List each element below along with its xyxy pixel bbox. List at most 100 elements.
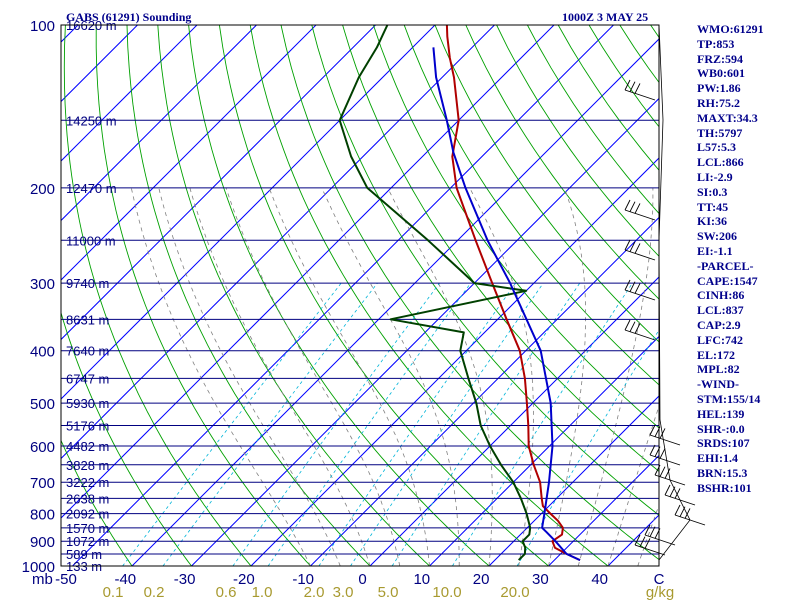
pressure-tick-label: 900 xyxy=(30,534,55,551)
side-panel-row: KI:36 xyxy=(697,214,727,229)
side-panel-row: SW:206 xyxy=(697,229,738,244)
grid-layer xyxy=(0,25,659,566)
height-label: 3222 m xyxy=(66,475,109,490)
mixing-ratio-label: 0.2 xyxy=(144,584,165,600)
mixing-ratio-label: g/kg xyxy=(646,584,674,600)
mixing-ratio-label: 0.6 xyxy=(216,584,237,600)
side-panel-row: CAPE:1547 xyxy=(697,273,758,288)
side-panel-row: LFC:742 xyxy=(697,332,743,347)
side-panel-row: WB0:601 xyxy=(697,66,745,81)
chart-time: 1000Z 3 MAY 25 xyxy=(562,10,649,24)
moist-adiabat-line xyxy=(637,503,659,566)
wind-barb xyxy=(664,484,696,506)
side-panel-row: WMO:61291 xyxy=(697,22,764,36)
mixing-ratio-label: 10.0 xyxy=(432,584,461,600)
moist-adiabat-line xyxy=(268,187,430,566)
isotherm-line xyxy=(310,216,659,566)
isotherm-line xyxy=(0,25,19,566)
mixing-ratio-line xyxy=(267,282,472,566)
pressure-tick-label: 600 xyxy=(30,439,55,456)
side-panel-row: LCL:837 xyxy=(697,303,744,318)
height-label: 589 m xyxy=(66,547,102,562)
height-label: 4482 m xyxy=(66,439,109,454)
side-panel-row: MAXT:34.3 xyxy=(697,110,758,125)
wind-barb xyxy=(674,504,706,526)
side-panel-row: TT:45 xyxy=(697,199,729,214)
side-panel-row: CAP:2.9 xyxy=(697,317,741,332)
isotherm-line xyxy=(131,38,659,566)
wind-barb xyxy=(624,239,656,261)
wind-barb xyxy=(624,79,656,101)
temperature-tick-label: 20 xyxy=(473,571,490,588)
side-panel-row: MPL:82 xyxy=(697,362,740,377)
isotherm-line xyxy=(429,335,659,566)
mixing-ratio-line xyxy=(122,282,342,566)
side-panel-row: EHI:1.4 xyxy=(697,451,739,466)
height-label: 5930 m xyxy=(66,396,109,411)
moist-adiabat-line xyxy=(607,404,659,566)
wind-profile-line xyxy=(658,24,691,561)
wind-barb xyxy=(624,319,656,341)
wind-barb xyxy=(624,279,656,301)
pressure-tick-label: 800 xyxy=(30,507,55,524)
height-label: 14250 m xyxy=(66,113,117,128)
dewpoint-line xyxy=(338,25,532,561)
isotherm-line xyxy=(548,454,659,566)
isotherm-line xyxy=(488,395,659,566)
pressure-tick-label: 700 xyxy=(30,475,55,492)
moist-adiabat-line xyxy=(158,187,341,566)
moist-adiabat-line xyxy=(189,187,371,566)
temperature-tick-label: 0 xyxy=(358,571,366,588)
isotherm-line xyxy=(61,25,257,222)
side-panel-row: -WIND- xyxy=(697,377,739,392)
height-label: 9740 m xyxy=(66,276,109,291)
side-panel-row: LCL:866 xyxy=(697,155,744,170)
height-label: 11000 m xyxy=(66,233,116,248)
temperature-tick-label: -10 xyxy=(292,571,314,588)
height-label: 5176 m xyxy=(66,419,109,434)
isotherm-line xyxy=(61,25,317,281)
isotherm-line xyxy=(61,25,198,162)
wind-barb xyxy=(649,444,681,466)
side-panel-row: CINH:86 xyxy=(697,288,745,303)
wind-barb xyxy=(649,424,681,446)
side-panel-row: BSHR:101 xyxy=(697,480,752,495)
plot-frame xyxy=(60,24,660,567)
height-label: 12470 m xyxy=(66,181,117,196)
temperature-line xyxy=(445,25,581,562)
pressure-tick-label: 200 xyxy=(30,181,55,198)
side-panel-row: LI:-2.9 xyxy=(697,169,733,184)
dry-adiabat-line xyxy=(126,25,371,566)
pressure-tick-label: 400 xyxy=(30,344,55,361)
temperature-tick-label: -50 xyxy=(55,571,77,588)
height-label: 1072 m xyxy=(66,534,109,549)
side-panel-row: EL:172 xyxy=(697,347,736,362)
mixing-ratio-label: 5.0 xyxy=(378,584,399,600)
parcel-line xyxy=(432,47,581,562)
isotherm-line xyxy=(250,157,659,566)
side-panel-row: SI:0.3 xyxy=(697,184,728,199)
isotherm-line xyxy=(61,25,376,341)
side-panel-row: PW:1.86 xyxy=(697,81,741,96)
height-label: 2638 m xyxy=(66,491,109,506)
wind-barb-layer xyxy=(624,24,706,561)
side-panel-row: FRZ:594 xyxy=(697,51,743,66)
temperature-tick-label: C xyxy=(654,571,665,588)
height-label: 7640 m xyxy=(66,344,109,359)
mixing-ratio-label: 20.0 xyxy=(500,584,529,600)
temperature-tick-label: -30 xyxy=(174,571,196,588)
side-panel-row: BRN:15.3 xyxy=(697,465,748,480)
temperature-tick-label: -40 xyxy=(114,571,136,588)
height-label: 1570 m xyxy=(66,521,109,536)
side-panel-row: HEL:139 xyxy=(697,406,745,421)
height-label: 8631 m xyxy=(66,312,109,327)
height-label: 2092 m xyxy=(66,507,109,522)
isotherm-line xyxy=(61,25,436,400)
temperature-tick-label: -20 xyxy=(233,571,255,588)
dry-adiabat-line xyxy=(249,25,609,566)
height-label: 6747 m xyxy=(66,371,109,386)
side-panel-row: RH:75.2 xyxy=(697,95,740,110)
